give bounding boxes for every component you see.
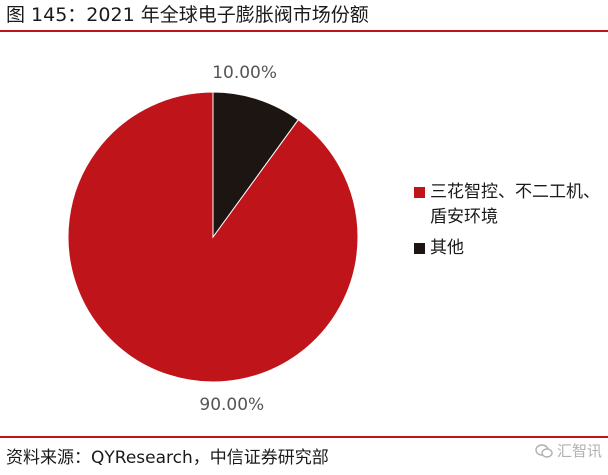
- watermark-text: 汇智讯: [556, 442, 602, 460]
- pie-chart: 90.00% 10.00%: [67, 63, 359, 415]
- title-divider: [0, 30, 608, 32]
- pie-slice-1: [212, 91, 299, 239]
- footer-divider: [0, 436, 608, 438]
- pie-data-label-0: 90.00%: [199, 395, 264, 415]
- legend-item-1: 其他: [414, 236, 604, 261]
- watermark: 汇智讯: [535, 440, 602, 461]
- legend-swatch-1: [414, 243, 425, 254]
- wechat-icon: [535, 443, 553, 458]
- source-note: 资料来源：QYResearch，中信证券研究部: [6, 448, 329, 468]
- pie-labels: 90.00% 10.00%: [199, 63, 277, 415]
- legend-label-1: 其他: [430, 238, 464, 258]
- legend-swatch-0: [414, 187, 425, 198]
- chart-title: 图 145：2021 年全球电子膨胀阀市场份额: [6, 4, 369, 26]
- pie-data-label-1: 10.00%: [212, 63, 277, 83]
- legend-item-0: 三花智控、不二工机、盾安环境: [414, 180, 604, 230]
- pie-slices: [67, 91, 359, 383]
- chart-legend: 三花智控、不二工机、盾安环境其他: [414, 180, 604, 267]
- legend-label-0: 三花智控、不二工机、盾安环境: [430, 182, 600, 227]
